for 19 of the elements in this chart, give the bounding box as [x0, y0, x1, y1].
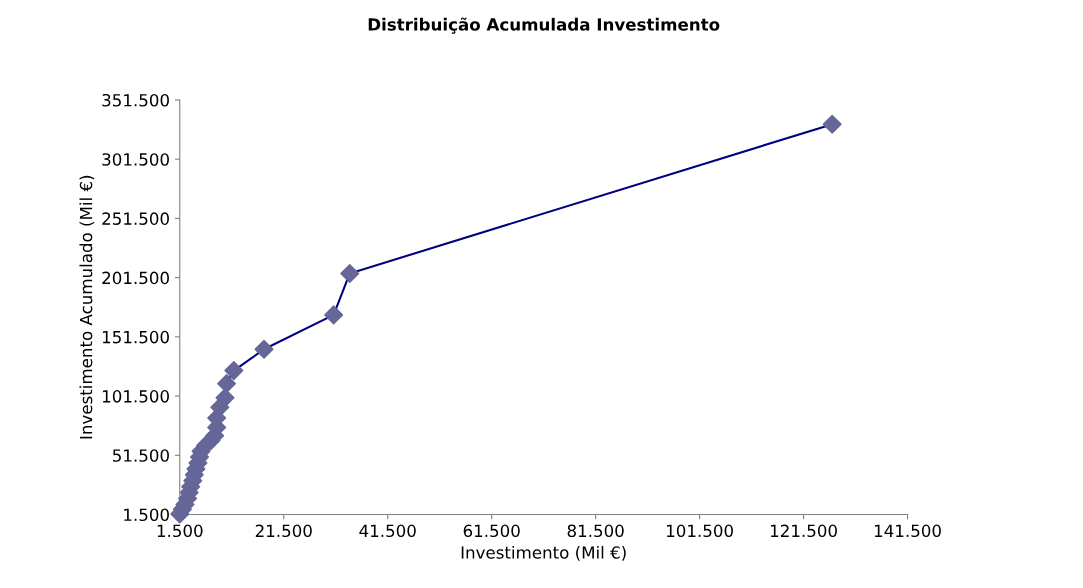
y-tick-label: 251.500: [102, 212, 169, 225]
y-tick-label: 151.500: [102, 330, 169, 344]
y-tick-label: 101.500: [102, 390, 169, 403]
x-tick-label: 41.500: [359, 524, 416, 538]
x-tick-label: 121.500: [770, 524, 837, 538]
x-tick-label: 1.500: [157, 524, 203, 538]
y-tick-label: 201.500: [102, 271, 169, 285]
x-axis-title: Investimento (Mil €): [461, 545, 626, 561]
y-tick-label: 351.500: [102, 93, 169, 107]
y-tick-label: 51.500: [113, 449, 169, 462]
chart-title: Distribuição Acumulada Investimento: [368, 17, 720, 34]
y-tick-label: 301.500: [102, 153, 169, 166]
x-tick-label: 21.500: [255, 524, 312, 538]
x-tick-label: 61.500: [463, 524, 520, 538]
y-axis-title: Investimento Acumulado (Mil €): [79, 175, 95, 439]
x-tick-label: 81.500: [567, 524, 624, 538]
y-tick-label: 1.500: [124, 508, 169, 522]
x-tick-label: 101.500: [666, 524, 733, 538]
x-tick-label: 141.500: [874, 524, 941, 538]
